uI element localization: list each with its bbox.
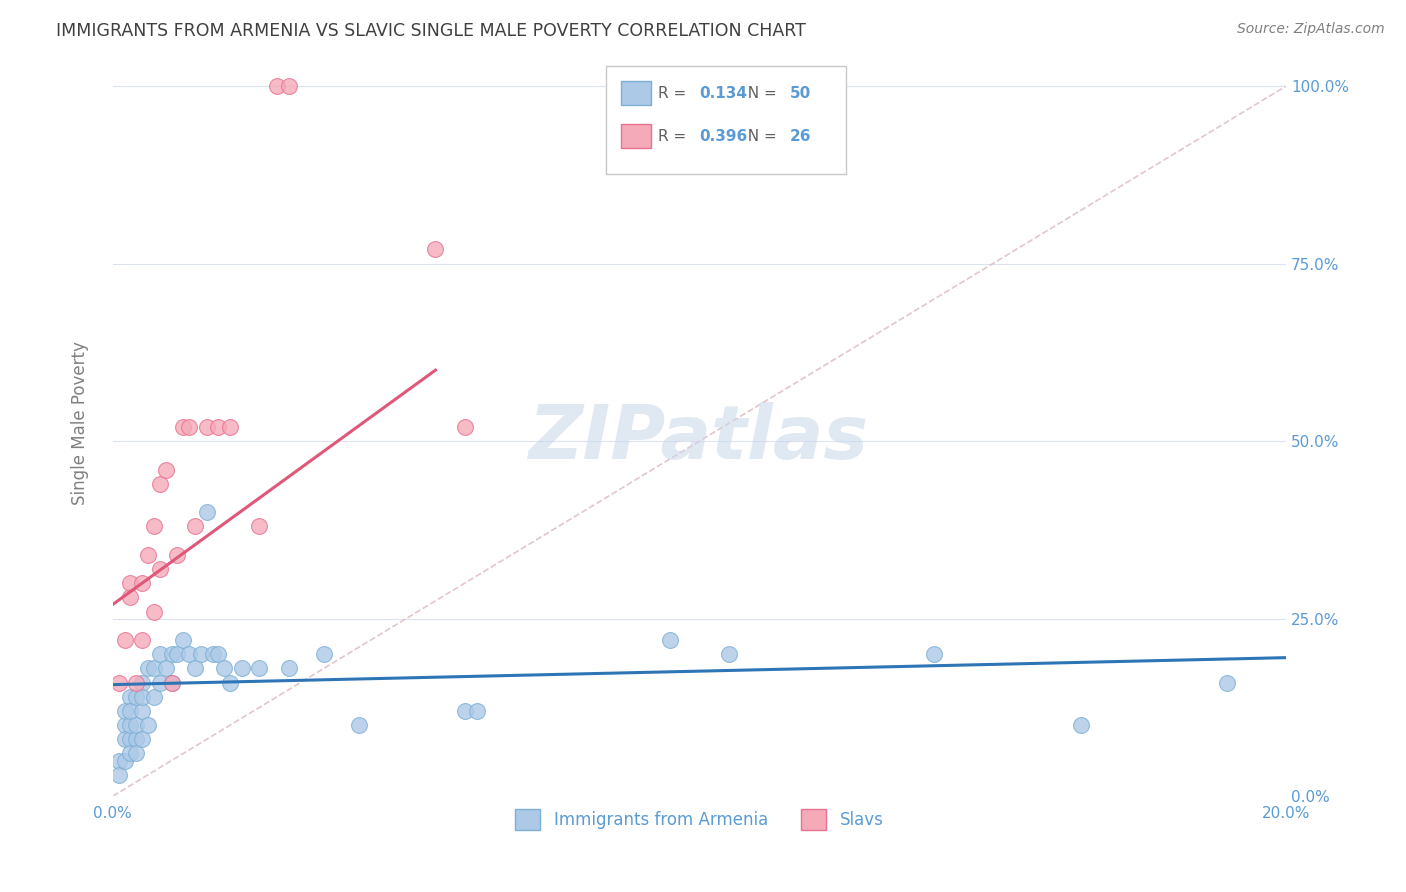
FancyBboxPatch shape bbox=[621, 125, 651, 148]
Point bbox=[214, 661, 236, 675]
Point bbox=[160, 675, 183, 690]
Point bbox=[107, 754, 129, 768]
Point bbox=[114, 704, 136, 718]
Y-axis label: Single Male Poverty: Single Male Poverty bbox=[72, 342, 89, 506]
Point bbox=[149, 675, 172, 690]
Text: 0.134: 0.134 bbox=[699, 86, 748, 101]
Point bbox=[114, 718, 136, 732]
Point bbox=[131, 704, 153, 718]
Text: N =: N = bbox=[738, 129, 782, 144]
Text: IMMIGRANTS FROM ARMENIA VS SLAVIC SINGLE MALE POVERTY CORRELATION CHART: IMMIGRANTS FROM ARMENIA VS SLAVIC SINGLE… bbox=[56, 22, 806, 40]
Point bbox=[347, 718, 370, 732]
Point bbox=[120, 704, 142, 718]
Point bbox=[107, 768, 129, 782]
Point bbox=[922, 647, 945, 661]
Text: 50: 50 bbox=[790, 86, 811, 101]
Point bbox=[136, 548, 159, 562]
Point bbox=[195, 505, 218, 519]
Point bbox=[142, 690, 165, 704]
Point bbox=[149, 476, 172, 491]
Text: R =: R = bbox=[658, 129, 692, 144]
Point bbox=[125, 675, 148, 690]
Text: N =: N = bbox=[738, 86, 782, 101]
Point bbox=[160, 647, 183, 661]
Point bbox=[454, 420, 477, 434]
Point bbox=[131, 576, 153, 591]
Point bbox=[114, 754, 136, 768]
Text: R =: R = bbox=[658, 86, 692, 101]
Point bbox=[114, 632, 136, 647]
Point bbox=[219, 675, 242, 690]
Point bbox=[136, 661, 159, 675]
Point bbox=[125, 732, 148, 747]
Point bbox=[131, 690, 153, 704]
Point bbox=[142, 519, 165, 533]
Point bbox=[177, 420, 200, 434]
Point bbox=[131, 632, 153, 647]
Point bbox=[166, 647, 188, 661]
Point bbox=[149, 647, 172, 661]
Point bbox=[249, 661, 271, 675]
Point bbox=[149, 562, 172, 576]
Point bbox=[172, 420, 194, 434]
FancyBboxPatch shape bbox=[621, 81, 651, 105]
Text: ZIPatlas: ZIPatlas bbox=[530, 401, 869, 475]
Point bbox=[177, 647, 200, 661]
Point bbox=[114, 732, 136, 747]
Point bbox=[120, 690, 142, 704]
Text: 0.396: 0.396 bbox=[699, 129, 748, 144]
Point bbox=[219, 420, 242, 434]
Point bbox=[312, 647, 335, 661]
Point bbox=[155, 661, 177, 675]
Point bbox=[120, 747, 142, 761]
Point bbox=[184, 661, 207, 675]
Point bbox=[125, 690, 148, 704]
Text: 26: 26 bbox=[790, 129, 811, 144]
Point bbox=[249, 519, 271, 533]
Point bbox=[136, 718, 159, 732]
Point bbox=[120, 732, 142, 747]
Point bbox=[195, 420, 218, 434]
Legend: Immigrants from Armenia, Slavs: Immigrants from Armenia, Slavs bbox=[509, 803, 890, 836]
Point bbox=[425, 243, 447, 257]
Point bbox=[277, 661, 299, 675]
Point bbox=[142, 661, 165, 675]
Point bbox=[125, 747, 148, 761]
Point bbox=[131, 732, 153, 747]
Point bbox=[125, 718, 148, 732]
Point bbox=[659, 632, 682, 647]
Point bbox=[207, 647, 229, 661]
Point bbox=[155, 462, 177, 476]
FancyBboxPatch shape bbox=[606, 66, 846, 174]
Point bbox=[166, 548, 188, 562]
Point bbox=[465, 704, 488, 718]
Point bbox=[454, 704, 477, 718]
Point bbox=[277, 79, 299, 94]
Point bbox=[201, 647, 224, 661]
Point bbox=[1216, 675, 1239, 690]
Text: Source: ZipAtlas.com: Source: ZipAtlas.com bbox=[1237, 22, 1385, 37]
Point bbox=[172, 632, 194, 647]
Point bbox=[160, 675, 183, 690]
Point bbox=[231, 661, 253, 675]
Point bbox=[142, 605, 165, 619]
Point bbox=[207, 420, 229, 434]
Point bbox=[717, 647, 740, 661]
Point bbox=[120, 576, 142, 591]
Point bbox=[107, 675, 129, 690]
Point bbox=[120, 591, 142, 605]
Point bbox=[266, 79, 288, 94]
Point bbox=[131, 675, 153, 690]
Point bbox=[190, 647, 212, 661]
Point bbox=[120, 718, 142, 732]
Point bbox=[184, 519, 207, 533]
Point bbox=[1070, 718, 1092, 732]
